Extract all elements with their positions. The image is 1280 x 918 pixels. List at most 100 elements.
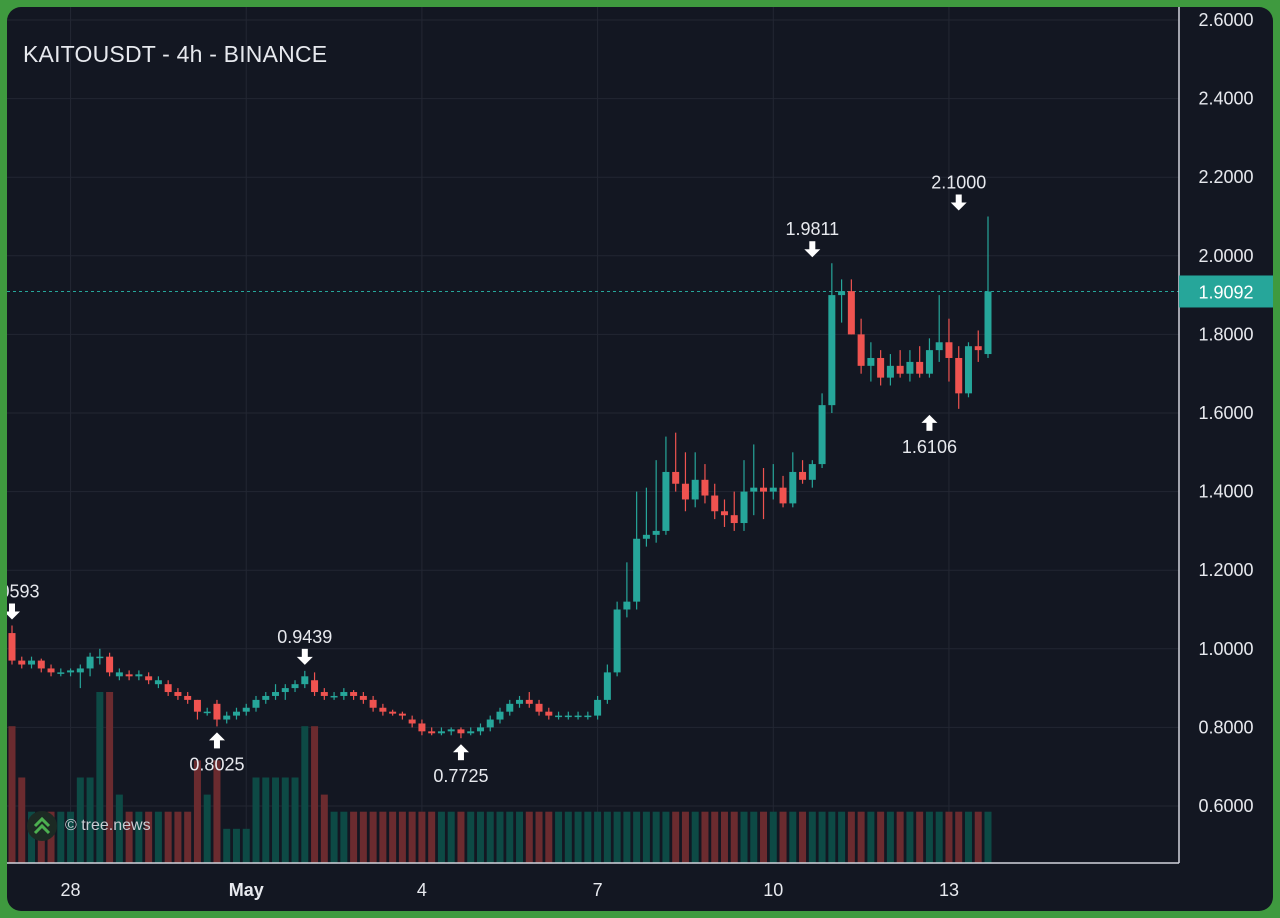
candle-body	[799, 471, 807, 480]
candle	[584, 711, 592, 720]
candle	[57, 668, 65, 677]
candle	[828, 263, 836, 413]
candle	[623, 562, 631, 618]
y-tick-label: 1.2000	[1198, 560, 1253, 580]
volume-bar	[730, 811, 738, 863]
candle	[486, 715, 494, 732]
candle	[838, 279, 846, 323]
volume-bar	[691, 811, 699, 863]
arrow-up-icon	[452, 744, 469, 753]
y-tick-label: 0.8000	[1198, 717, 1253, 737]
annotation-label: 0.7725	[433, 766, 488, 786]
chart-title: KAITOUSDT - 4h - BINANCE	[23, 41, 328, 67]
candle	[662, 436, 670, 535]
candle-body	[486, 719, 494, 728]
candle-body	[945, 342, 953, 358]
candle	[525, 692, 533, 708]
y-tick-label: 2.4000	[1198, 89, 1253, 109]
watermark: © tree.news	[27, 811, 151, 841]
candle-body	[662, 471, 670, 531]
annotation-high: 1.9811	[785, 219, 839, 258]
candle-body	[564, 715, 572, 718]
candle	[311, 672, 319, 696]
candle	[232, 707, 240, 720]
volume-bar	[984, 811, 992, 863]
volume-bar	[886, 811, 894, 863]
annotation-label: 1.9811	[785, 219, 839, 239]
candle	[223, 711, 231, 724]
candle	[106, 652, 114, 677]
candle-body	[916, 361, 924, 374]
x-tick-label: 4	[417, 880, 427, 900]
annotation-label: 1.0593	[7, 581, 40, 601]
annotation-label: 0.9439	[277, 627, 332, 647]
volume-bar	[291, 777, 299, 863]
volume-bar	[203, 794, 211, 863]
candle-body	[398, 713, 406, 716]
candle-body	[135, 674, 143, 677]
candle	[262, 692, 270, 704]
x-tick-label: 28	[61, 880, 81, 900]
candle-body	[808, 464, 816, 480]
candle	[857, 318, 865, 374]
y-tick-label: 1.6000	[1198, 403, 1253, 423]
candle	[184, 692, 192, 704]
candle	[467, 727, 475, 736]
candle-body	[57, 672, 65, 674]
candle-body	[96, 656, 104, 659]
candle-body	[906, 361, 914, 374]
candle-body	[633, 538, 641, 602]
volume-bar	[516, 811, 524, 863]
candle-body	[457, 729, 465, 734]
volume-bar	[545, 811, 553, 863]
volume-bar	[418, 811, 426, 863]
volume-bar	[896, 811, 904, 863]
y-tick-label: 1.0000	[1198, 639, 1253, 659]
candle-body	[428, 731, 436, 734]
candle-body	[984, 291, 992, 355]
volume-bar	[174, 811, 182, 863]
candle	[291, 680, 299, 693]
candle-body	[525, 699, 533, 704]
candle	[555, 711, 563, 720]
candle-body	[184, 695, 192, 700]
candle	[340, 688, 348, 700]
volume-bar	[506, 811, 514, 863]
volume-bar	[818, 811, 826, 863]
annotation-label: 1.6106	[902, 437, 957, 457]
volume-bar	[964, 811, 972, 863]
candle	[691, 452, 699, 508]
volume-bar	[106, 692, 114, 863]
volume-bar	[281, 777, 289, 863]
candle-body	[691, 479, 699, 500]
candle-body	[330, 695, 338, 698]
x-tick-label: 10	[763, 880, 783, 900]
volume-bar	[652, 811, 660, 863]
volume-bar	[789, 811, 797, 863]
candle	[350, 690, 358, 700]
volume-bar	[769, 811, 777, 863]
candle	[964, 342, 972, 398]
y-tick-label: 0.6000	[1198, 796, 1253, 816]
candle-body	[642, 534, 650, 539]
candle	[125, 670, 133, 681]
volume-bar	[642, 811, 650, 863]
volume-bar	[428, 811, 436, 863]
candle	[301, 670, 309, 689]
candle-body	[291, 684, 299, 689]
volume-bar	[467, 811, 475, 863]
volume-bar	[476, 811, 484, 863]
candle	[496, 707, 504, 724]
candle	[535, 699, 543, 716]
candle-body	[154, 680, 162, 685]
candle	[760, 468, 768, 520]
volume-bar	[213, 760, 221, 863]
arrow-down-stem	[955, 194, 962, 204]
candle-body	[262, 695, 270, 700]
candle	[164, 680, 172, 696]
volume-bar	[828, 811, 836, 863]
candle	[457, 727, 465, 739]
candle	[896, 350, 904, 378]
candle	[916, 346, 924, 378]
candle-body	[672, 471, 680, 484]
